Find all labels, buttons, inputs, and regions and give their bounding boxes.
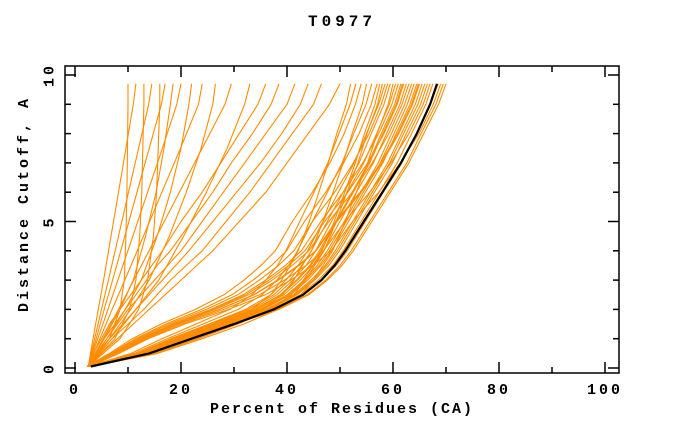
model-curve — [87, 83, 357, 368]
model-curve — [87, 83, 341, 367]
y-tick-label: 10 — [41, 63, 58, 87]
model-curve — [88, 83, 352, 368]
x-axis-label: Percent of Residues (CA) — [209, 401, 475, 418]
x-tick-label: 0 — [69, 382, 81, 399]
model-curve — [89, 83, 431, 367]
model-curve — [87, 83, 251, 367]
model-curve — [87, 83, 267, 367]
model-curve — [87, 83, 174, 367]
model-curve — [90, 83, 381, 368]
model-curve — [87, 83, 280, 367]
y-tick-label: 5 — [41, 215, 58, 227]
y-tick-label: 0 — [41, 362, 58, 374]
model-curve — [87, 83, 322, 367]
reference-curve — [90, 83, 439, 368]
model-curve — [89, 83, 442, 368]
model-curve — [90, 83, 428, 368]
plot-title: T0977 — [307, 13, 376, 31]
model-curve — [88, 83, 419, 367]
model-curve — [89, 83, 391, 368]
model-curve — [87, 83, 216, 367]
model-curve — [89, 83, 404, 368]
model-curve — [90, 83, 434, 368]
x-tick-label: 40 — [275, 382, 299, 399]
x-tick-label: 60 — [381, 382, 405, 399]
model-curve — [86, 83, 378, 367]
model-curve — [87, 83, 137, 367]
model-curve — [86, 83, 362, 367]
plot-border — [64, 65, 620, 374]
x-tick-label: 20 — [169, 382, 193, 399]
model-curve — [87, 83, 232, 367]
y-axis-label: Distance Cutoff, A — [16, 95, 33, 312]
model-curve — [87, 83, 161, 367]
model-curve — [91, 83, 447, 368]
x-tick-label: 80 — [487, 382, 511, 399]
model-curve — [87, 83, 296, 367]
model-curve — [88, 83, 410, 367]
model-curve — [87, 83, 182, 367]
model-curve — [90, 83, 415, 368]
model-curve — [87, 83, 389, 367]
model-curve — [87, 83, 153, 367]
model-curve — [87, 83, 166, 367]
x-tick-label: 100 — [587, 382, 623, 399]
model-curve — [87, 83, 203, 367]
model-curve — [87, 83, 309, 367]
